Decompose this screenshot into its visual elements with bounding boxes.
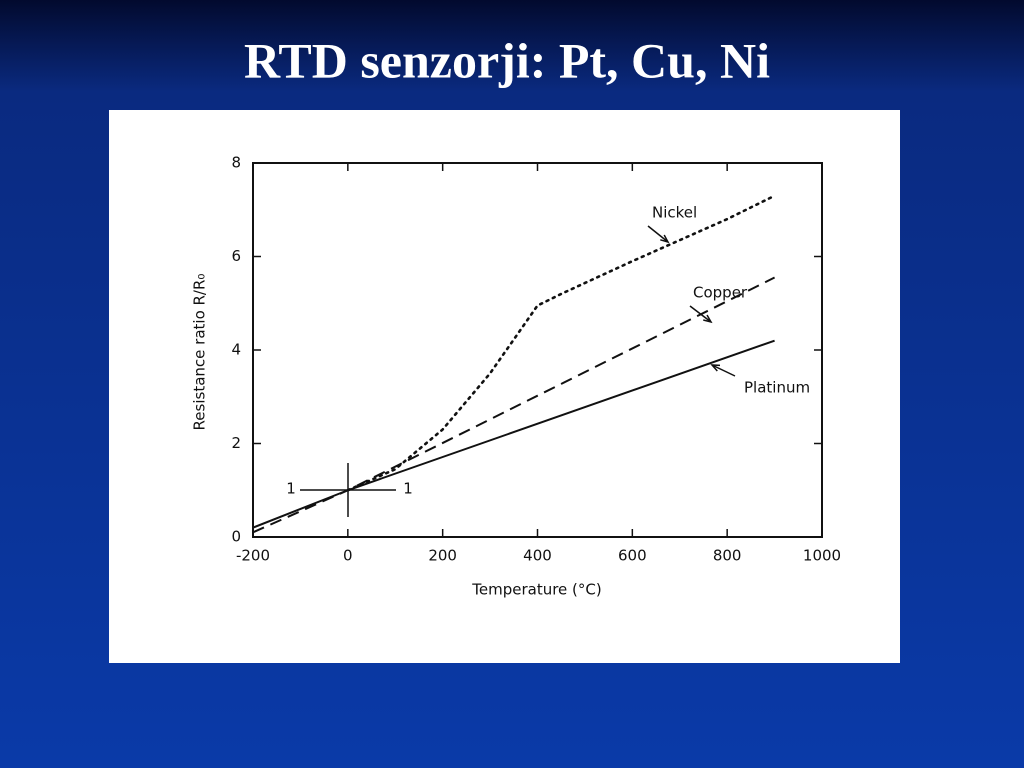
y-tick-label: 0: [231, 528, 241, 546]
y-axis-label: Resistance ratio R/R₀: [191, 274, 209, 431]
series-label: Nickel: [652, 204, 697, 222]
y-tick-label: 6: [231, 247, 241, 265]
data-line: [346, 194, 776, 492]
y-tick-label: 8: [231, 154, 241, 172]
y-tick-label: 2: [231, 434, 241, 452]
x-tick-label: 600: [618, 547, 647, 565]
x-tick-label: 200: [428, 547, 457, 565]
series-label: Copper: [693, 284, 748, 302]
label-arrow: [711, 364, 736, 377]
data-line: [252, 339, 775, 529]
chart-panel: [109, 110, 900, 663]
label-arrow: [647, 225, 669, 243]
reference-label: 1: [403, 480, 413, 498]
series-label: Platinum: [744, 379, 810, 397]
label-arrowhead: [660, 234, 670, 244]
x-tick-label: -200: [236, 547, 270, 565]
label-arrowhead: [710, 364, 721, 372]
x-axis-label: Temperature (°C): [471, 581, 601, 599]
x-tick-label: 400: [523, 547, 552, 565]
x-tick-label: 1000: [803, 547, 841, 565]
x-tick-label: 800: [713, 547, 742, 565]
reference-label: 1: [286, 480, 296, 498]
label-arrowhead: [703, 314, 713, 324]
slide-title: RTD senzorji: Pt, Cu, Ni: [244, 32, 770, 88]
y-tick-label: 4: [231, 341, 241, 359]
label-arrow: [689, 305, 712, 323]
x-tick-label: 0: [343, 547, 353, 565]
